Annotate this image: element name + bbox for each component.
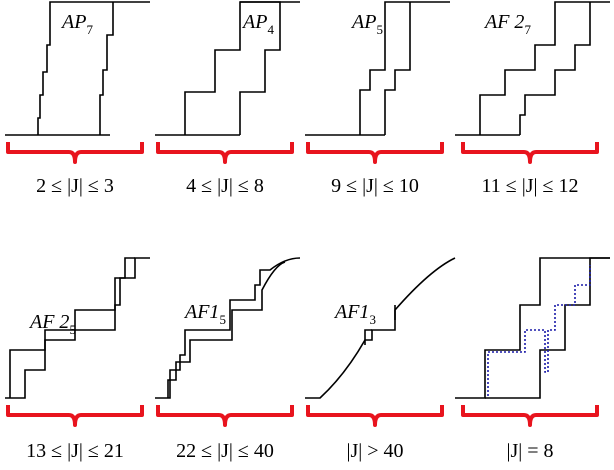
curve	[485, 257, 610, 399]
range-label: 11 ≤ |J| ≤ 12	[481, 175, 578, 197]
curve-label: AP4	[241, 11, 274, 37]
panel: AF 25 13 ≤ |J| ≤ 21	[5, 257, 150, 462]
curve	[5, 257, 150, 399]
dotted-curve	[487, 265, 591, 396]
curve	[479, 1, 610, 135]
range-label: |J| > 40	[346, 440, 403, 462]
label-main: AF 2	[483, 11, 524, 33]
panel: AP5 9 ≤ |J| ≤ 10	[305, 1, 450, 197]
label-sub: 7	[86, 22, 93, 37]
brace	[6, 142, 144, 164]
panel: |J| = 8	[455, 257, 610, 462]
curve	[384, 2, 411, 135]
panel: AF15 22 ≤ |J| ≤ 40	[155, 257, 301, 462]
curve	[239, 1, 281, 135]
curve	[155, 257, 301, 399]
label-sub: 4	[267, 22, 274, 37]
brace	[306, 142, 444, 164]
curve	[455, 257, 610, 399]
panel: AF 27 11 ≤ |J| ≤ 12	[455, 1, 610, 197]
label-sub: 3	[369, 312, 376, 327]
brace	[461, 142, 599, 164]
curve	[364, 305, 396, 345]
label-sub: 5	[219, 312, 226, 327]
label-main: AF 2	[28, 311, 69, 333]
curve	[305, 257, 456, 399]
label-sub: 7	[524, 22, 531, 37]
curve	[359, 1, 450, 135]
brace	[156, 405, 294, 427]
curve	[519, 2, 591, 135]
range-label: 22 ≤ |J| ≤ 40	[176, 440, 274, 462]
curve-label: AP5	[350, 11, 383, 37]
label-main: AP	[60, 11, 86, 33]
brace	[461, 405, 599, 427]
curve	[167, 261, 286, 398]
label-sub: 5	[69, 322, 76, 337]
label-main: AF1	[183, 301, 219, 323]
curve-label: AP7	[60, 11, 93, 37]
curve-label: AF 25	[28, 311, 76, 337]
label-main: AP	[350, 11, 376, 33]
curve-label: AF13	[333, 301, 376, 327]
brace	[156, 142, 294, 164]
panel: AP4 4 ≤ |J| ≤ 8	[155, 1, 300, 197]
range-label: |J| = 8	[506, 440, 553, 462]
curve-label: AF15	[183, 301, 226, 327]
curve	[37, 1, 150, 135]
label-main: AP	[241, 11, 267, 33]
label-sub: 5	[376, 22, 383, 37]
curve	[9, 257, 135, 398]
curve-label: AF 27	[483, 11, 531, 37]
range-label: 2 ≤ |J| ≤ 3	[36, 175, 114, 197]
curve	[99, 2, 114, 135]
range-label: 4 ≤ |J| ≤ 8	[186, 175, 264, 197]
label-main: AF1	[333, 301, 369, 323]
brace	[306, 405, 444, 427]
range-label: 13 ≤ |J| ≤ 21	[26, 440, 124, 462]
range-label: 9 ≤ |J| ≤ 10	[331, 175, 419, 197]
panel: AP7 2 ≤ |J| ≤ 3	[5, 1, 150, 197]
brace	[6, 405, 144, 427]
panel: AF13 |J| > 40	[305, 257, 456, 462]
